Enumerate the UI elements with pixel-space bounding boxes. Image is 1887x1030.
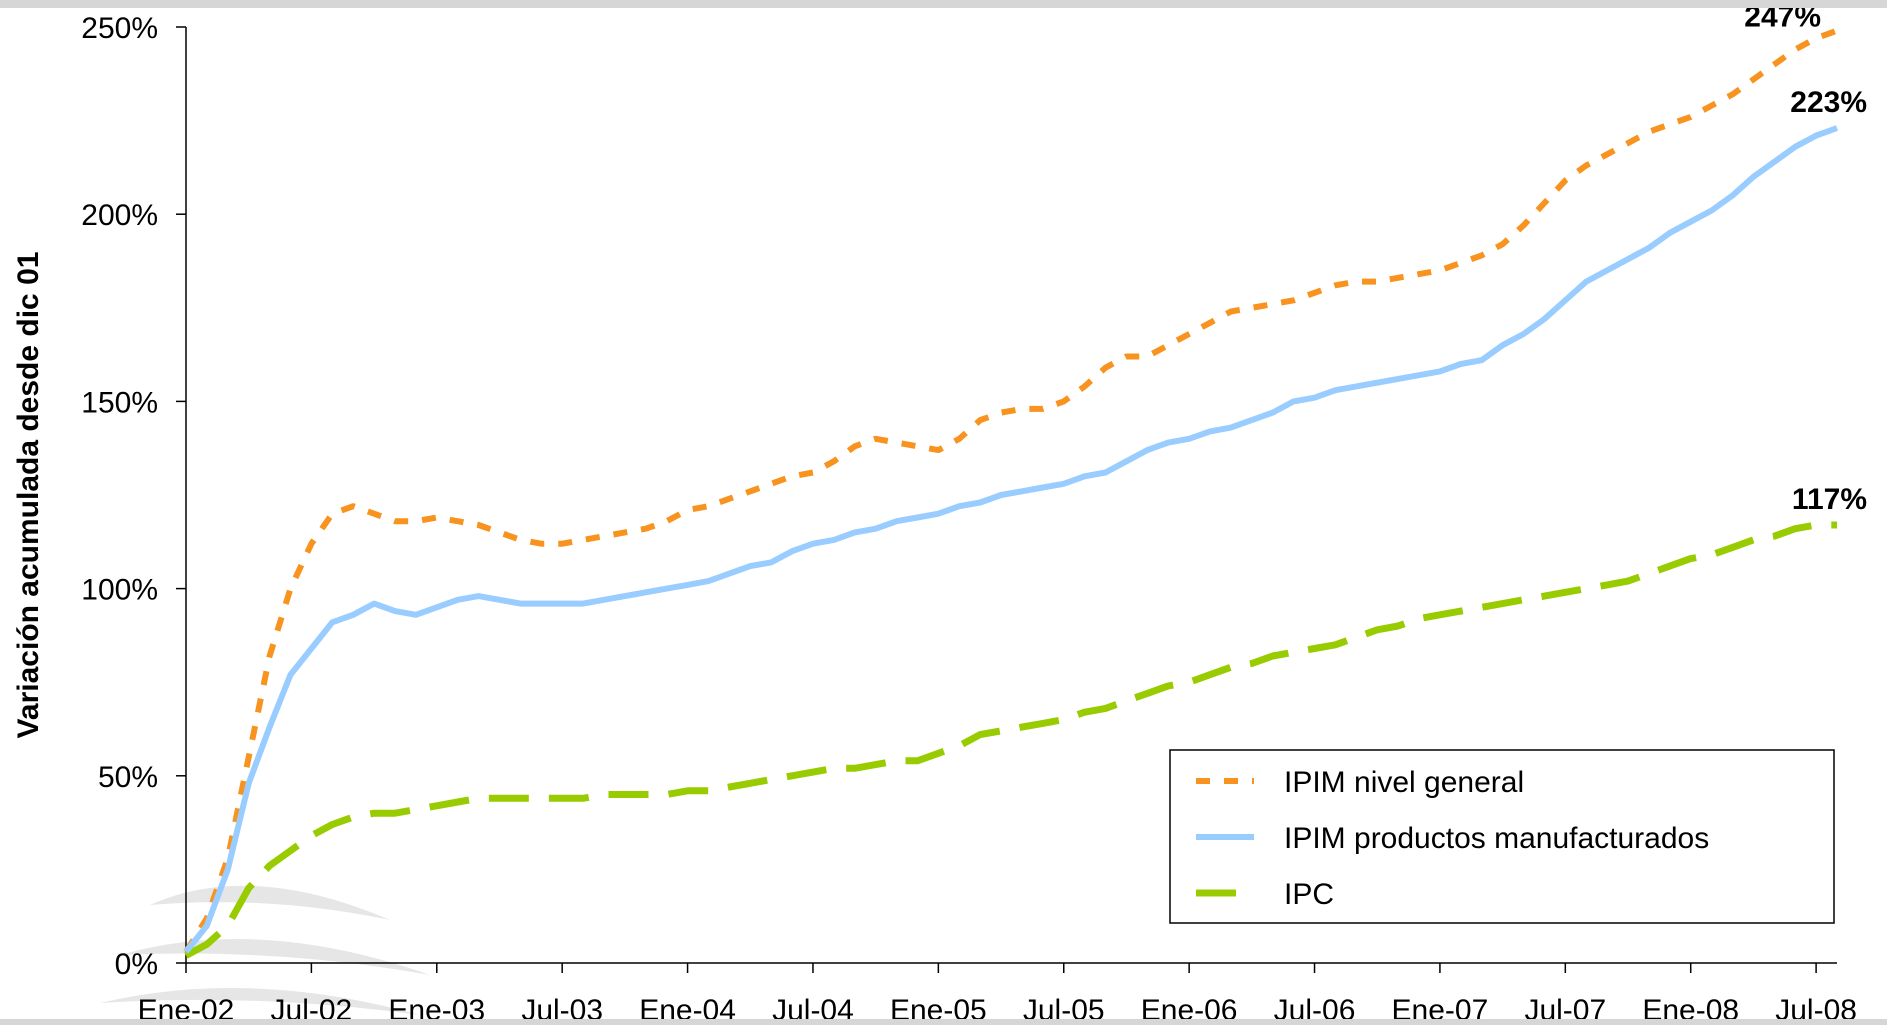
axes bbox=[185, 27, 1837, 964]
y-tick-label: 250% bbox=[81, 12, 158, 45]
legend-label: IPIM nivel general bbox=[1284, 766, 1524, 799]
y-axis-title: Variación acumulada desde dic 01 bbox=[12, 252, 45, 739]
y-tick-label: 50% bbox=[98, 761, 158, 794]
top-frame-band bbox=[0, 0, 1887, 8]
series-line-ipc bbox=[184, 521, 1837, 959]
series-line-ipim-nivel-general bbox=[183, 27, 1839, 954]
bottom-frame-band bbox=[0, 1019, 1887, 1025]
y-ticks: 0% 50% 100% 150% 200% 250% bbox=[81, 12, 186, 981]
series-layer bbox=[183, 27, 1839, 959]
y-tick-label: 150% bbox=[81, 386, 158, 419]
annotations: 247%223%117% bbox=[1744, 1, 1867, 516]
legend-box bbox=[1169, 749, 1835, 924]
legend-label: IPC bbox=[1284, 878, 1334, 911]
y-tick-label: 0% bbox=[115, 948, 158, 981]
y-tick-label: 200% bbox=[81, 199, 158, 232]
annotation-label: 223% bbox=[1790, 86, 1867, 119]
legend: IPIM nivel general IPIM productos manufac… bbox=[1169, 749, 1835, 924]
annotation-label: 117% bbox=[1792, 483, 1867, 516]
x-ticks: Ene-02 Jul-02 Ene-03 Jul-03 Ene-04 Jul-04 Ene-… bbox=[138, 963, 1857, 1027]
legend-label: IPIM productos manufacturados bbox=[1284, 822, 1709, 855]
series-line-ipim-productos-manufacturados bbox=[183, 125, 1839, 954]
y-tick-label: 100% bbox=[81, 574, 158, 607]
